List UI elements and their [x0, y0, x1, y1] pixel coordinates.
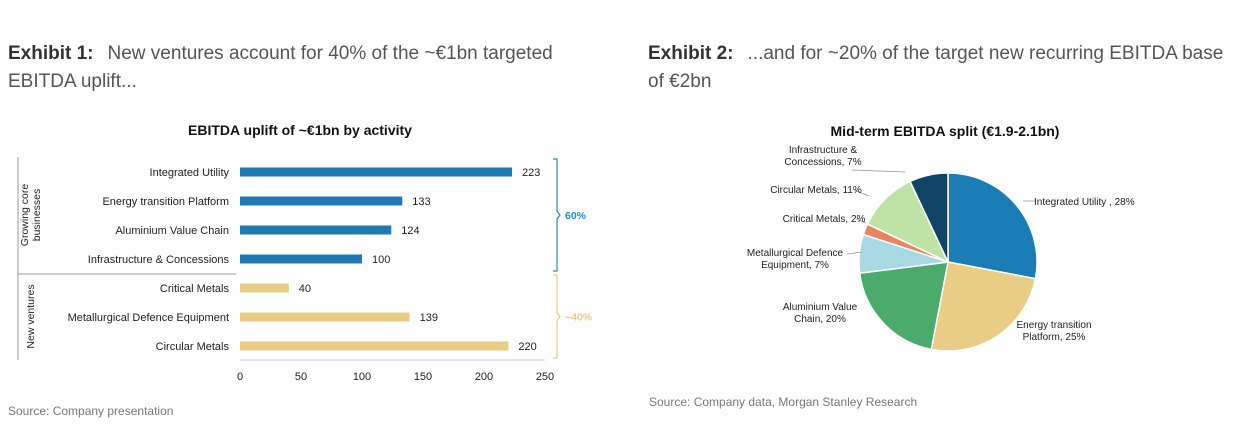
data-label: 100 [372, 254, 390, 266]
group-label: Growing corebusinesses [19, 184, 43, 247]
exhibit-1-label: Exhibit 1: [8, 43, 94, 64]
exhibit-2-source: Source: Company data, Morgan Stanley Res… [649, 395, 918, 409]
pie-slice [947, 172, 1038, 280]
category-label: Circular Metals [156, 341, 230, 353]
data-label: 223 [522, 167, 540, 179]
slice-label-line: Integrated Utility , 28% [1034, 197, 1135, 208]
group-label-line: Growing core [19, 184, 31, 247]
group-share-label: 60% [565, 210, 587, 222]
pie-slice [909, 172, 949, 263]
slice-label-line: Circular Metals, 11% [770, 185, 862, 196]
data-label: 220 [518, 341, 536, 353]
slice-label-line: Energy transition [1016, 320, 1091, 331]
slice-label-line: Chain, 20% [794, 314, 846, 325]
x-tick-label: 0 [237, 371, 243, 383]
group-share-label: ~40% [565, 312, 593, 324]
x-tick-label: 200 [475, 371, 493, 383]
category-label: Integrated Utility [150, 167, 230, 179]
leader-line [851, 169, 906, 173]
x-tick-label: 50 [295, 371, 307, 383]
exhibit-2-panel: Exhibit 2: ...and for ~20% of the target … [640, 0, 1235, 442]
category-label: Critical Metals [160, 283, 230, 295]
slice-label: Aluminium Value Chain, 20% [783, 302, 858, 325]
group-brace [553, 158, 561, 272]
slice-label: Metallurgical Defence Equipment, 7% [747, 248, 844, 271]
slice-label: Integrated Utility , 28% [1034, 197, 1135, 208]
exhibit-1-source: Source: Company presentation [8, 404, 174, 418]
slice-label-line: Platform, 25% [1023, 332, 1086, 343]
group-label-line: New ventures [25, 284, 37, 348]
category-label: Metallurgical Defence Equipment [68, 312, 229, 324]
category-label: Infrastructure & Concessions [88, 254, 230, 266]
chart-title: Mid-term EBITDA split (€1.9-2.1bn) [831, 123, 1060, 139]
group-label-line: businesses [31, 189, 43, 242]
data-label: 124 [401, 225, 419, 237]
bar-chart: EBITDA uplift of ~€1bn by activity Integr… [17, 122, 593, 383]
exhibit-2-heading: Exhibit 2: ...and for ~20% of the target … [648, 40, 1228, 96]
exhibit-1-heading: Exhibit 1: New ventures account for 40% o… [8, 40, 588, 96]
pie-chart: Mid-term EBITDA split (€1.9-2.1bn) Integr… [747, 123, 1135, 352]
bar [240, 196, 403, 206]
pie-slice [858, 261, 949, 351]
slice-label-line: Critical Metals, 2% [783, 214, 866, 225]
data-label: 139 [420, 312, 438, 324]
data-label: 40 [299, 283, 311, 295]
bar [240, 283, 289, 293]
exhibit-1-text: New ventures account for 40% of the ~€1b… [8, 43, 553, 92]
bar [240, 254, 362, 264]
slice-label: Energy transition Platform, 25% [1016, 320, 1091, 343]
slice-label-line: Equipment, 7% [761, 260, 829, 271]
pie-slice [930, 261, 1037, 352]
group-label: New ventures [25, 284, 37, 348]
bar [240, 341, 509, 351]
leader-line [846, 251, 863, 255]
category-label: Aluminium Value Chain [115, 225, 229, 237]
bar [240, 225, 392, 235]
leader-line [853, 189, 870, 197]
slice-label-line: Metallurgical Defence [747, 248, 844, 259]
category-label: Energy transition Platform [102, 196, 229, 208]
bar [240, 312, 410, 322]
leader-line [855, 218, 867, 224]
x-tick-label: 150 [414, 371, 432, 383]
bar [240, 167, 513, 177]
exhibit-1-panel: Exhibit 1: New ventures account for 40% o… [0, 0, 600, 442]
slice-label-line: Infrastructure & [789, 145, 858, 156]
slice-label: Critical Metals, 2% [783, 214, 866, 225]
data-label: 133 [412, 196, 430, 208]
slice-label-line: Aluminium Value [783, 302, 858, 313]
slice-label: Circular Metals, 11% [770, 185, 862, 196]
group-brace [553, 274, 561, 359]
exhibit-2-label: Exhibit 2: [648, 43, 734, 64]
slice-label: Infrastructure & Concessions, 7% [784, 145, 861, 168]
chart-title: EBITDA uplift of ~€1bn by activity [188, 122, 412, 138]
x-tick-label: 100 [353, 371, 371, 383]
slice-label-line: Concessions, 7% [784, 157, 861, 168]
x-tick-label: 250 [536, 371, 554, 383]
exhibit-2-text: ...and for ~20% of the target new recurr… [648, 43, 1224, 92]
